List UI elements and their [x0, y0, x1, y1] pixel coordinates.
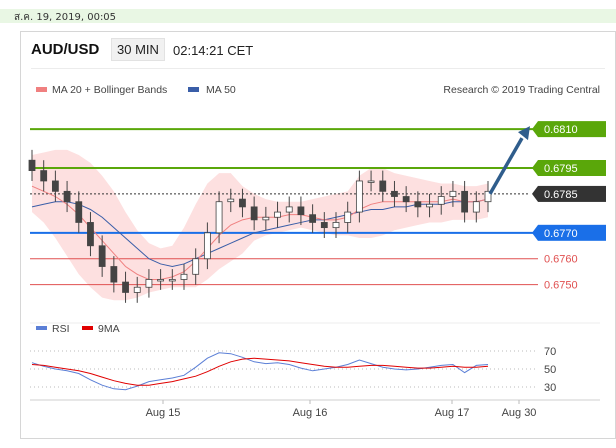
candle-body — [192, 258, 200, 275]
ma50-legend-swatch — [188, 87, 199, 92]
candle-body — [449, 190, 457, 197]
level-label-0.6750: 0.6750 — [544, 280, 578, 292]
candle-body — [297, 206, 305, 216]
candle-body — [28, 159, 36, 171]
candle-body — [262, 216, 270, 221]
rsi-ma-legend-label: 9MA — [98, 323, 120, 335]
forecast-arrow-head — [518, 126, 530, 141]
price-candles — [28, 149, 492, 303]
candle-body — [75, 201, 83, 223]
candle-body — [110, 266, 118, 283]
candle-body — [367, 180, 375, 183]
level-badge-0.6785 — [538, 185, 606, 202]
rsi-ma-legend-swatch — [82, 326, 93, 330]
ma50-legend-label: MA 50 — [206, 84, 236, 96]
symbol-label: AUD/USD — [31, 41, 100, 58]
candle-body — [51, 180, 59, 192]
timestamp-bar: ส.ค. 19, 2019, 00:05 — [0, 9, 616, 23]
chart-time: 02:14:21 CET — [173, 43, 254, 58]
level-label-0.6795: 0.6795 — [544, 163, 578, 175]
candle-body — [320, 222, 328, 229]
candle-body — [180, 273, 188, 280]
ma50-line — [31, 198, 489, 268]
candle-body — [157, 279, 165, 282]
rsi-line — [31, 352, 489, 391]
timeframe-badge[interactable]: 30 MIN — [111, 38, 165, 61]
rsi-legend-label: RSI — [52, 323, 70, 335]
candle-body — [227, 198, 235, 203]
level-badge-0.6770 — [538, 224, 606, 241]
bollinger-band-fill — [32, 149, 488, 301]
candle-body — [133, 286, 141, 293]
candle-body — [332, 222, 340, 229]
rsi-tick-70: 70 — [544, 346, 556, 358]
candle-body — [355, 180, 363, 213]
rsi-panel: 70 50 30 — [30, 346, 556, 394]
candle-body — [472, 201, 480, 213]
candle-body — [391, 190, 398, 197]
level-label-0.6785: 0.6785 — [544, 189, 578, 201]
x-tick-label: Aug 30 — [502, 407, 537, 419]
candle-body — [484, 190, 492, 203]
ma20-legend-label: MA 20 + Bollinger Bands — [52, 84, 167, 96]
candle-body — [40, 170, 48, 182]
level-label-0.6770: 0.6770 — [544, 228, 578, 240]
ma20-line — [31, 185, 489, 280]
candle-body — [215, 201, 223, 234]
candle-body — [274, 211, 281, 218]
candle-body — [437, 196, 445, 205]
bollinger-band-area — [32, 149, 488, 301]
level-badge-pointer-0.6770 — [532, 224, 538, 241]
candle-body — [309, 214, 317, 223]
candle-body — [87, 222, 94, 247]
level-badge-0.6795 — [538, 160, 606, 176]
chart-header: AUD/USD 30 MIN 02:14:21 CET — [21, 32, 615, 66]
x-tick-label: Aug 17 — [435, 407, 470, 419]
candle-body — [414, 201, 422, 208]
candle-body — [426, 203, 433, 208]
rsi-tick-50: 50 — [544, 364, 556, 376]
level-badge-pointer-0.6785 — [532, 185, 538, 202]
forecast-arrow — [488, 126, 530, 195]
candle-body — [402, 196, 410, 203]
ma20-legend-swatch — [36, 87, 47, 92]
level-label-0.6760: 0.6760 — [544, 254, 578, 266]
candle-body — [344, 211, 352, 223]
x-tick-label: Aug 15 — [146, 407, 181, 419]
candle-body — [145, 279, 153, 288]
header-divider — [31, 68, 605, 69]
rsi-tick-30: 30 — [544, 382, 556, 394]
candle-body — [63, 190, 71, 203]
level-label-0.6810: 0.6810 — [544, 124, 578, 136]
candle-body — [203, 232, 211, 260]
level-badge-pointer-0.6810 — [532, 121, 538, 138]
candle-body — [239, 198, 246, 208]
rsi-ma-line — [31, 357, 489, 386]
candle-body — [122, 281, 129, 293]
candle-body — [461, 190, 469, 213]
candle-body — [250, 206, 258, 221]
level-badge-pointer-0.6795 — [532, 160, 538, 176]
candle-body — [285, 206, 293, 213]
candle-body — [98, 245, 106, 267]
candle-body — [379, 180, 387, 192]
price-levels: 0.6810 0.6795 0.6785 0.6770 0.6760 0.6750 — [30, 121, 606, 292]
rsi-legend-swatch — [36, 326, 47, 330]
candle-body — [168, 279, 176, 282]
research-credit: Research © 2019 Trading Central — [443, 84, 600, 96]
level-badge-0.6810 — [538, 121, 606, 138]
indicator-lines — [31, 185, 489, 280]
timestamp-text: ส.ค. 19, 2019, 00:05 — [14, 12, 117, 23]
forecast-arrow-shaft — [488, 137, 524, 195]
x-axis-ticks: Aug 15 Aug 16 Aug 17 Aug 30 — [146, 400, 537, 419]
x-tick-label: Aug 16 — [293, 407, 328, 419]
